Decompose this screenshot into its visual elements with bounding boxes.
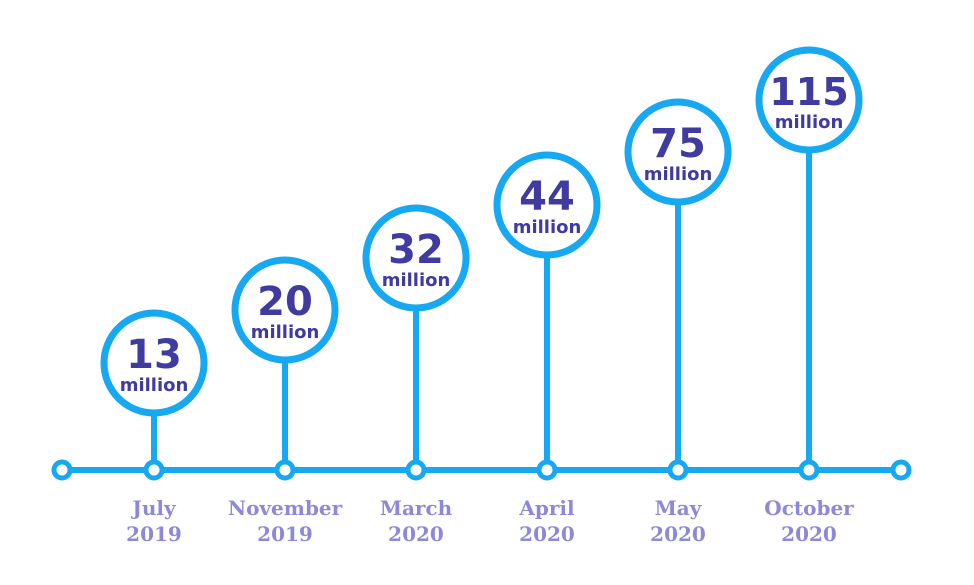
milestone-value: 115 <box>769 70 848 114</box>
milestone-value: 13 <box>126 332 182 378</box>
milestone-bubble <box>362 204 470 312</box>
milestone-unit: million <box>382 270 451 291</box>
milestone-axis-node <box>536 459 558 481</box>
milestone-month: November <box>228 496 343 520</box>
milestone-month: March <box>380 496 453 520</box>
milestone-bubble <box>100 309 208 417</box>
milestone-month: October <box>764 496 854 520</box>
milestone-axis-node <box>667 459 689 481</box>
milestone-axis-node <box>143 459 165 481</box>
milestone-unit: million <box>513 217 582 238</box>
timeline-end-node <box>890 459 912 481</box>
milestone-unit: million <box>120 375 189 396</box>
milestone-bubble <box>624 98 732 206</box>
timeline-start-node <box>51 459 73 481</box>
milestone-unit: million <box>775 112 844 133</box>
milestone-axis-node <box>405 459 427 481</box>
milestone-month: April <box>518 496 575 520</box>
milestone-value: 75 <box>650 121 706 167</box>
milestone-axis-node <box>798 459 820 481</box>
milestone-unit: million <box>251 322 320 343</box>
milestone-unit: million <box>644 164 713 185</box>
milestone-year: 2020 <box>519 522 575 546</box>
milestone-year: 2020 <box>650 522 706 546</box>
milestone-year: 2020 <box>388 522 444 546</box>
milestone-value: 20 <box>257 279 313 325</box>
milestone-value: 32 <box>388 227 444 273</box>
milestone-value: 44 <box>519 174 575 220</box>
milestone-bubble <box>231 256 339 364</box>
milestone-year: 2019 <box>257 522 313 546</box>
milestone-year: 2019 <box>126 522 182 546</box>
milestone-bubble <box>755 46 863 154</box>
milestone-month: May <box>655 496 703 520</box>
milestone-bubble <box>493 151 601 259</box>
milestone-month: July <box>130 496 177 520</box>
milestones-group: 13millionJuly201920millionNovember201932… <box>100 46 863 546</box>
milestone-year: 2020 <box>781 522 837 546</box>
milestone-axis-node <box>274 459 296 481</box>
